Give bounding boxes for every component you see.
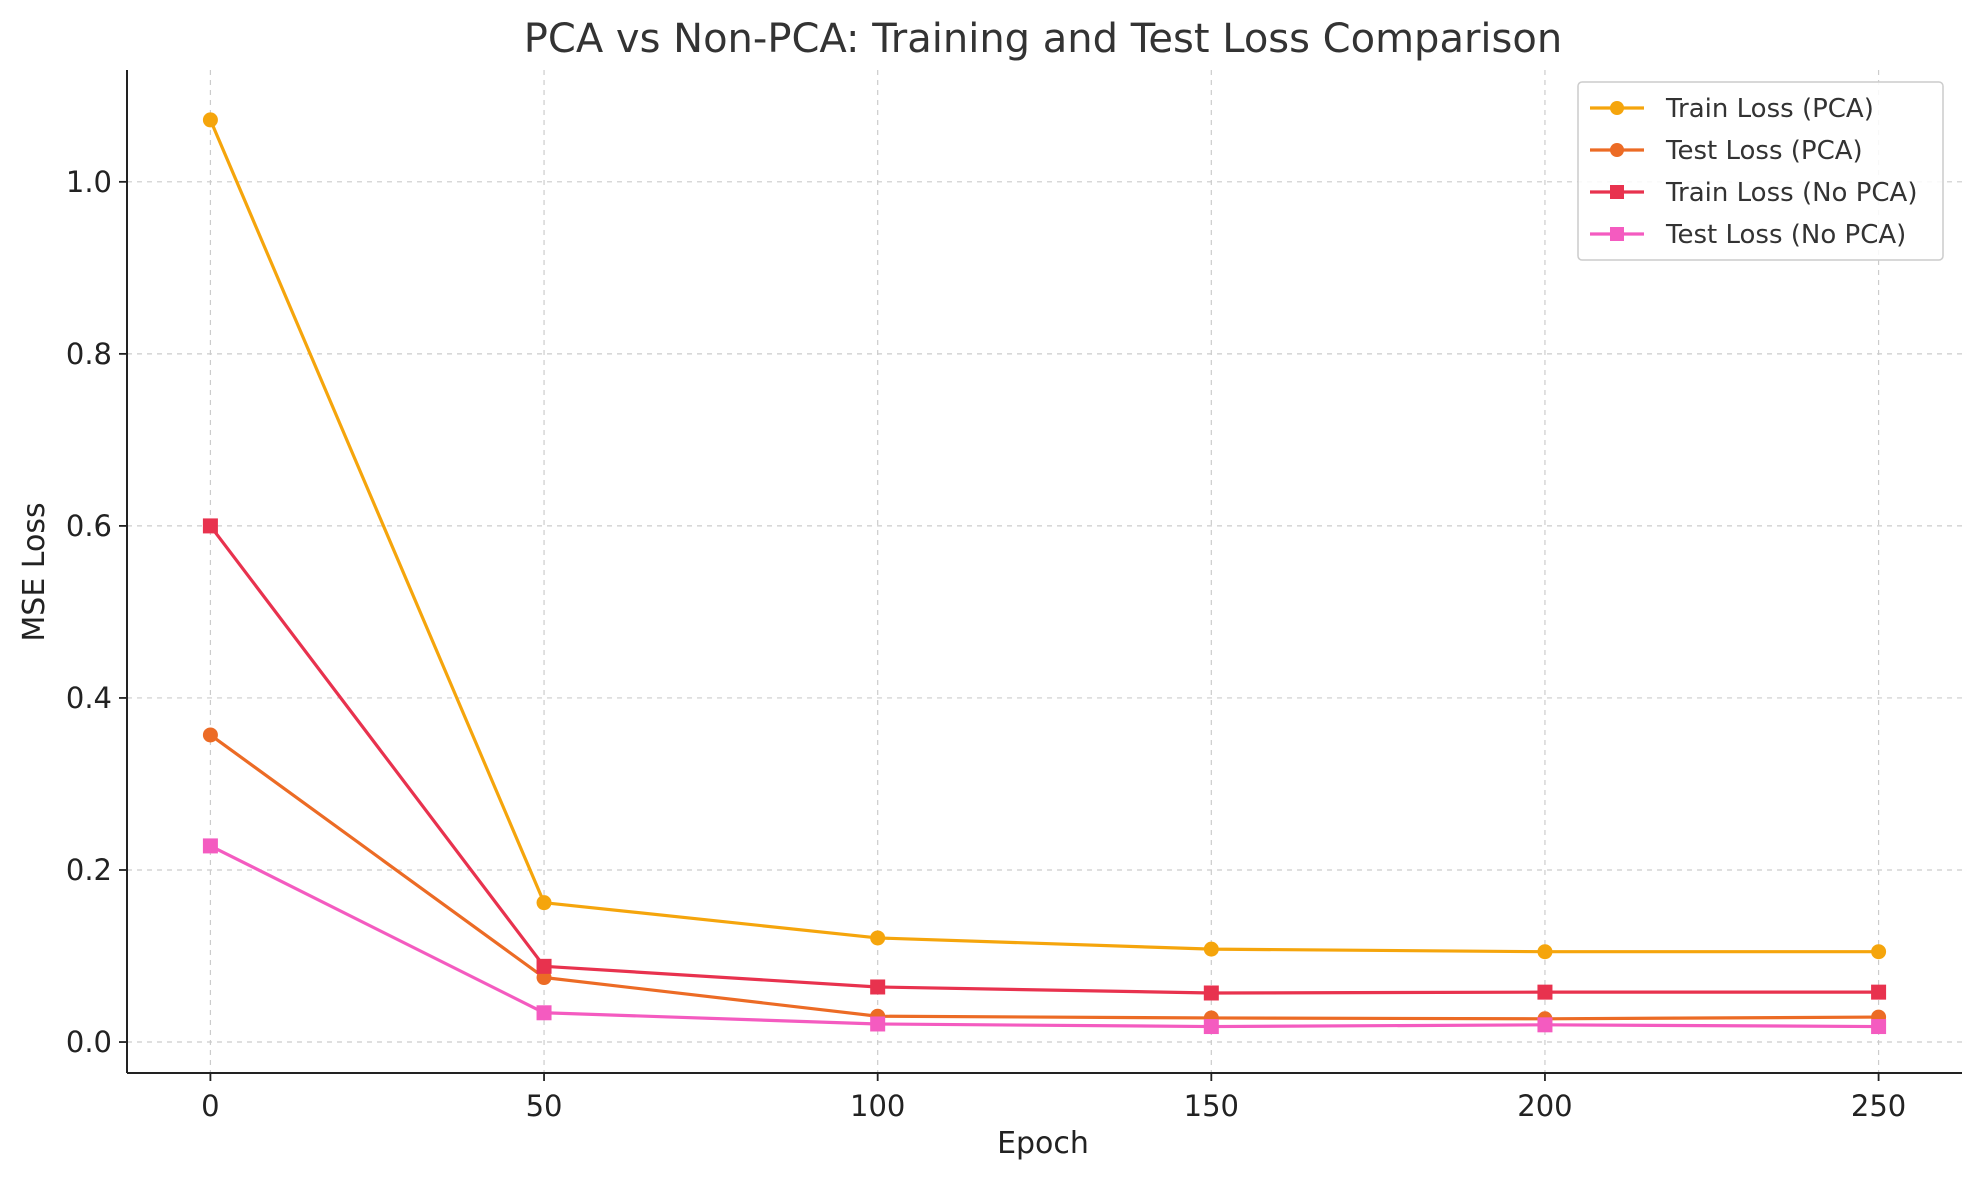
data-point: [1871, 944, 1887, 960]
series-group: [202, 112, 1887, 960]
legend-box: [1577, 81, 1944, 261]
x-tick-label: 150: [1184, 1089, 1239, 1123]
x-axis-label: Epoch: [997, 1126, 1089, 1161]
data-point: [536, 958, 552, 974]
series: [202, 112, 1887, 1035]
legend-item: Train Loss (PCA): [1590, 94, 1874, 124]
x-tick-label: 50: [526, 1089, 563, 1123]
data-point: [1203, 1019, 1219, 1035]
series-group: [202, 727, 1887, 1027]
y-tick-label: 0.0: [66, 1025, 112, 1059]
x-tick-label: 100: [850, 1089, 905, 1123]
data-point: [1537, 944, 1553, 960]
data-point: [1871, 984, 1887, 1000]
data-point: [1537, 1017, 1553, 1033]
data-point: [202, 727, 218, 743]
data-point: [870, 1016, 886, 1032]
series-line: [208, 119, 1879, 954]
x-tick-label: 200: [1517, 1089, 1572, 1123]
legend-label: Test Loss (PCA): [1665, 136, 1863, 166]
data-point: [1537, 984, 1553, 1000]
data-point: [536, 895, 552, 911]
legend-marker: [1610, 143, 1624, 157]
chart-title: PCA vs Non-PCA: Training and Test Loss C…: [524, 16, 1562, 62]
x-tick-label: 250: [1851, 1089, 1906, 1123]
legend-marker: [1610, 185, 1624, 199]
legend-marker: [1610, 227, 1624, 241]
x-tick-label: 0: [201, 1089, 219, 1123]
legend-label: Test Loss (No PCA): [1665, 220, 1906, 250]
ticks: 0 50 100 150 200 250 0.0 0.2 0.4 0.6 0.8 1.0: [66, 165, 1906, 1123]
y-tick-label: 0.4: [66, 681, 112, 715]
data-point: [536, 1005, 552, 1021]
data-point: [870, 979, 886, 995]
data-point: [202, 838, 218, 854]
y-tick-label: 0.8: [66, 337, 112, 371]
series-line: [209, 844, 1879, 1029]
legend-item: Train Loss (No PCA): [1590, 178, 1917, 208]
legend-label: Train Loss (No PCA): [1665, 178, 1917, 208]
data-point: [202, 518, 218, 534]
y-axis-label: MSE Loss: [17, 502, 52, 641]
legend-label: Train Loss (PCA): [1665, 94, 1874, 124]
y-tick-label: 1.0: [66, 165, 112, 199]
data-point: [1871, 1019, 1887, 1035]
y-tick-label: 0.2: [66, 853, 112, 887]
series-line: [209, 524, 1879, 995]
legend-marker: [1610, 101, 1624, 115]
axes: [126, 70, 1962, 1074]
legend-item: Test Loss (No PCA): [1590, 220, 1906, 250]
grid: [127, 70, 1962, 1073]
y-tick-label: 0.6: [66, 509, 112, 543]
legend-item: Test Loss (PCA): [1590, 136, 1863, 166]
data-point: [1203, 985, 1219, 1001]
data-point: [202, 112, 218, 128]
data-point: [870, 930, 886, 946]
series-line: [209, 733, 1879, 1021]
legend: Train Loss (PCA) Test Loss (PCA) Train Los…: [1577, 81, 1944, 261]
series-group: [202, 518, 1887, 1001]
data-point: [1203, 941, 1219, 957]
series-group: [202, 838, 1887, 1035]
